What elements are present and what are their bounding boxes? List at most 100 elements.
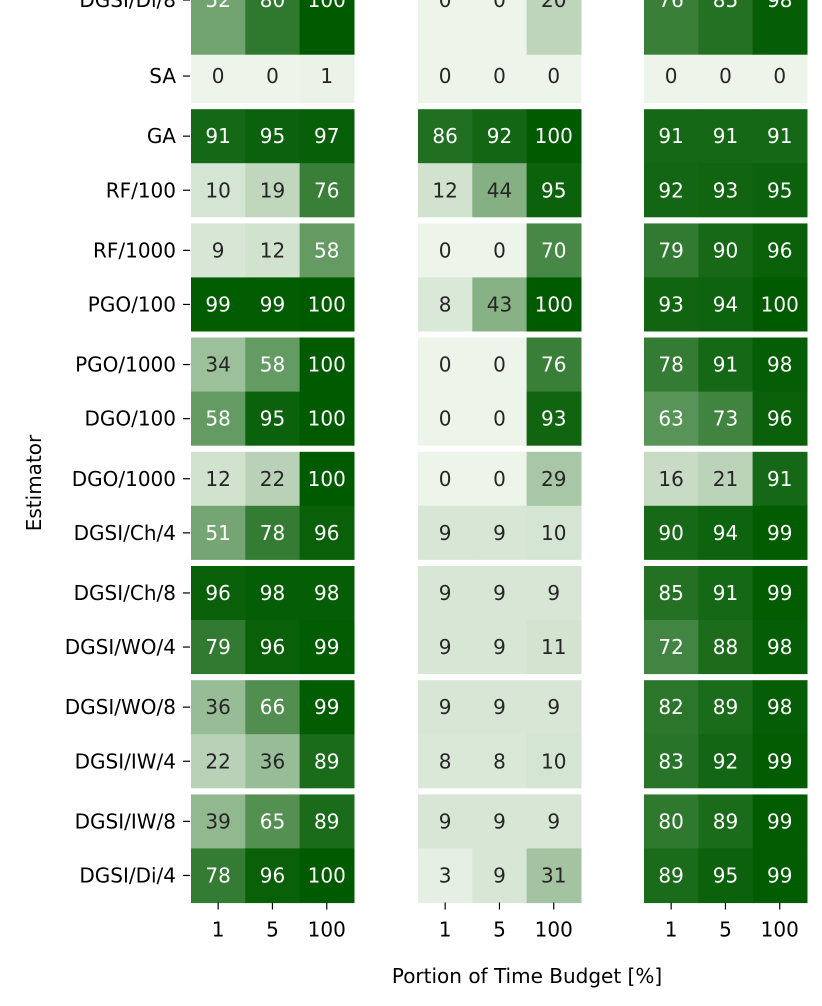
cell-value-label: 79 bbox=[658, 238, 683, 262]
heatmap-cell bbox=[752, 565, 808, 621]
heatmap-cell bbox=[245, 848, 301, 904]
heatmap-cell bbox=[644, 223, 699, 278]
cell-value-label: 92 bbox=[487, 124, 512, 148]
cell-value-label: 100 bbox=[308, 292, 346, 316]
heatmap-cell bbox=[418, 848, 473, 904]
x-tick-label: 1 bbox=[665, 918, 678, 942]
heatmap-cell bbox=[526, 163, 582, 218]
cell-value-label: 95 bbox=[767, 178, 792, 202]
row-label: DGSI/IW/4 bbox=[75, 749, 176, 773]
heatmap-cell bbox=[472, 277, 528, 333]
heatmap-cell bbox=[299, 49, 355, 104]
heatmap-cell bbox=[526, 49, 582, 104]
cell-value-label: 76 bbox=[658, 0, 683, 12]
heatmap-cell bbox=[299, 680, 355, 735]
cell-value-label: 51 bbox=[205, 521, 230, 545]
cell-value-label: 9 bbox=[439, 581, 452, 605]
cell-value-label: 93 bbox=[713, 178, 738, 202]
cell-value-label: 79 bbox=[205, 635, 230, 659]
row-label: PGO/100 bbox=[88, 292, 176, 316]
cell-value-label: 66 bbox=[260, 695, 285, 719]
heatmap-cell bbox=[698, 680, 754, 735]
heatmap-cell bbox=[191, 49, 246, 104]
heatmap-cell bbox=[752, 794, 808, 849]
cell-value-label: 100 bbox=[308, 467, 346, 491]
cell-value-label: 0 bbox=[439, 467, 452, 491]
row-label: GA bbox=[147, 124, 176, 148]
cell-value-label: 0 bbox=[493, 467, 506, 491]
row-label: DGSI/WO/8 bbox=[65, 695, 176, 719]
heatmap-cell bbox=[472, 109, 528, 164]
heatmap-cell bbox=[698, 391, 754, 447]
heatmap-cell bbox=[526, 337, 582, 393]
cell-value-label: 0 bbox=[493, 238, 506, 262]
heatmap-cell bbox=[472, 223, 528, 278]
heatmap-cell bbox=[245, 223, 301, 278]
group-separator bbox=[185, 445, 822, 452]
cell-value-label: 76 bbox=[541, 353, 566, 377]
cell-value-label: 0 bbox=[439, 353, 452, 377]
cell-value-label: 89 bbox=[314, 749, 339, 773]
cell-value-label: 93 bbox=[658, 292, 683, 316]
x-axis-label: Portion of Time Budget [%] bbox=[392, 964, 662, 988]
cell-value-label: 80 bbox=[260, 0, 285, 12]
heatmap-cell bbox=[644, 620, 699, 675]
cell-value-label: 58 bbox=[314, 238, 339, 262]
heatmap-cell bbox=[698, 0, 754, 55]
cell-value-label: 100 bbox=[308, 0, 346, 12]
cell-value-label: 78 bbox=[260, 521, 285, 545]
heatmap-cell bbox=[644, 451, 699, 507]
cell-value-label: 34 bbox=[205, 353, 230, 377]
heatmap-cell bbox=[472, 680, 528, 735]
heatmap-cell bbox=[526, 109, 582, 164]
cell-value-label: 95 bbox=[713, 863, 738, 887]
cell-value-label: 95 bbox=[260, 407, 285, 431]
heatmap-cell bbox=[752, 277, 808, 333]
heatmap-cell bbox=[472, 794, 528, 849]
cell-value-label: 98 bbox=[314, 581, 339, 605]
heatmap-cell bbox=[698, 734, 754, 789]
heatmap-cell bbox=[191, 794, 246, 849]
cell-value-label: 100 bbox=[308, 353, 346, 377]
heatmap-cell bbox=[752, 680, 808, 735]
heatmap-cell bbox=[472, 337, 528, 393]
row-label: DGSI/WO/4 bbox=[65, 635, 176, 659]
heatmap-cell bbox=[299, 505, 355, 561]
heatmap-cell bbox=[472, 163, 528, 218]
cell-value-label: 78 bbox=[658, 353, 683, 377]
heatmap-cell bbox=[418, 680, 473, 735]
heatmap-cell bbox=[472, 848, 528, 904]
heatmap-cell bbox=[191, 223, 246, 278]
heatmap-cell bbox=[299, 337, 355, 393]
cell-value-label: 9 bbox=[212, 238, 225, 262]
row-label: PGO/1000 bbox=[75, 353, 176, 377]
cell-value-label: 99 bbox=[767, 521, 792, 545]
cell-value-label: 1 bbox=[320, 64, 333, 88]
cell-value-label: 91 bbox=[767, 467, 792, 491]
cell-value-label: 91 bbox=[205, 124, 230, 148]
cell-value-label: 0 bbox=[439, 64, 452, 88]
heatmap-cell bbox=[418, 565, 473, 621]
cell-value-label: 0 bbox=[665, 64, 678, 88]
heatmap-cell bbox=[526, 734, 582, 789]
cell-value-label: 9 bbox=[439, 695, 452, 719]
heatmap-cell bbox=[644, 0, 699, 55]
heatmap-cell bbox=[526, 223, 582, 278]
heatmap-cell bbox=[472, 734, 528, 789]
heatmap-cell bbox=[245, 794, 301, 849]
cell-value-label: 100 bbox=[535, 124, 573, 148]
cell-value-label: 9 bbox=[493, 863, 506, 887]
cell-value-label: 10 bbox=[205, 178, 230, 202]
cell-value-label: 89 bbox=[658, 863, 683, 887]
heatmap-cell bbox=[698, 848, 754, 904]
cell-value-label: 100 bbox=[761, 292, 799, 316]
row-label: DGSI/Di/4 bbox=[79, 863, 176, 887]
cell-value-label: 92 bbox=[713, 749, 738, 773]
heatmap-cell bbox=[472, 451, 528, 507]
row-label: DGSI/Ch/4 bbox=[74, 521, 176, 545]
heatmap-cell bbox=[191, 680, 246, 735]
heatmap-cell bbox=[644, 505, 699, 561]
cell-value-label: 76 bbox=[314, 178, 339, 202]
cell-value-label: 99 bbox=[314, 635, 339, 659]
cell-value-label: 100 bbox=[535, 292, 573, 316]
